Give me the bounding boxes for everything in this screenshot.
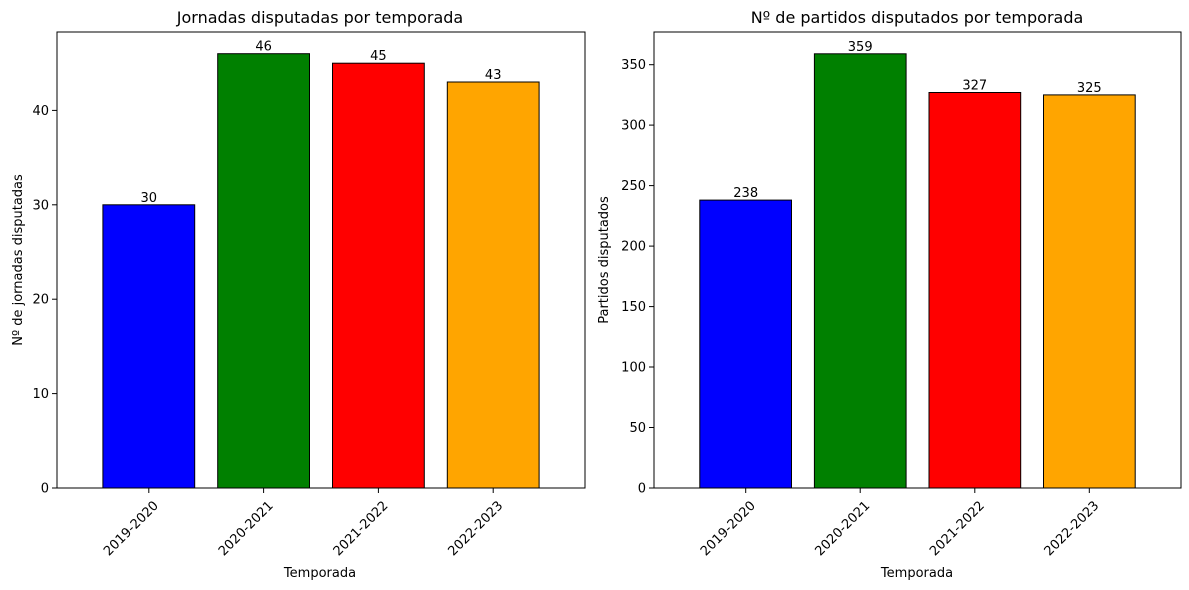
y-axis-label: Nº de jornadas disputadas: [11, 174, 26, 346]
data-label: 359: [848, 40, 873, 55]
data-label: 238: [733, 186, 758, 201]
chart-title: Nº de partidos disputados por temporada: [751, 8, 1084, 27]
y-tick-label: 10: [32, 387, 49, 402]
y-tick-label: 200: [621, 240, 646, 255]
y-tick-label: 0: [41, 482, 49, 497]
data-label: 45: [370, 49, 387, 64]
data-label: 46: [255, 40, 272, 55]
plot-frame: [653, 31, 1182, 489]
y-tick-label: 150: [621, 300, 646, 315]
x-axis-label: Temporada: [283, 566, 356, 581]
bar: [332, 62, 425, 489]
bar: [217, 53, 310, 489]
y-tick-label: 50: [629, 421, 646, 436]
chart-title: Jornadas disputadas por temporada: [176, 8, 463, 27]
bar: [813, 53, 907, 489]
data-label: 43: [485, 68, 502, 83]
data-label: 327: [962, 79, 987, 94]
y-tick-label: 40: [32, 104, 49, 119]
data-label: 325: [1077, 81, 1102, 96]
bar: [928, 92, 1022, 489]
bar: [699, 199, 792, 489]
x-axis-label: Temporada: [880, 566, 953, 581]
y-tick-label: 20: [32, 293, 49, 308]
y-tick-label: 250: [621, 179, 646, 194]
y-tick-label: 350: [621, 58, 646, 73]
bar: [102, 204, 196, 489]
y-tick-label: 300: [621, 119, 646, 134]
y-tick-label: 30: [32, 198, 49, 213]
plot-frame: [56, 31, 586, 489]
bar: [1043, 94, 1136, 489]
y-axis-label: Partidos disputados: [597, 196, 612, 324]
y-tick-label: 0: [638, 482, 646, 497]
bar: [446, 81, 540, 489]
y-tick-label: 100: [621, 361, 646, 376]
data-label: 30: [141, 191, 158, 206]
